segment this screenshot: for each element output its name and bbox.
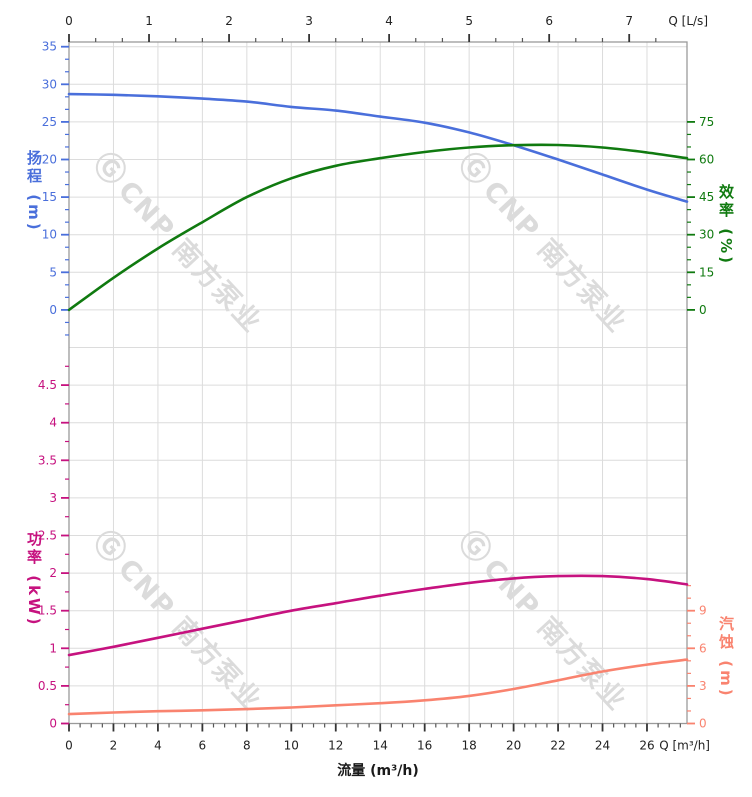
- power-axis-tick-label: 0: [49, 717, 57, 731]
- power-axis-tick-label: 4.5: [38, 378, 57, 392]
- power-axis-tick-label: 2.5: [38, 529, 57, 543]
- bottom-axis-unit-label: Q [m³/h]: [659, 739, 710, 753]
- efficiency-axis-tick-label: 75: [699, 115, 714, 129]
- top-axis-tick-label: 5: [465, 14, 473, 28]
- npsh-axis-tick-label: 6: [699, 641, 707, 655]
- power-axis-tick-label: 1: [49, 641, 57, 655]
- 扬程-curve: [67, 92, 689, 203]
- efficiency-axis-tick-label: 0: [699, 303, 707, 317]
- bottom-axis-tick-label: 20: [506, 739, 521, 753]
- power-axis-tick-label: 1.5: [38, 604, 57, 618]
- power-axis-tick-label: 3.5: [38, 453, 57, 467]
- top-axis-tick-label: 4: [385, 14, 393, 28]
- 汽蚀-curve: [67, 658, 689, 716]
- bottom-axis-tick-label: 22: [550, 739, 565, 753]
- npsh-axis-tick-label: 0: [699, 717, 707, 731]
- power-axis-tick-label: 3: [49, 491, 57, 505]
- bottom-axis-tick-label: 26: [639, 739, 654, 753]
- efficiency-axis-tick-label: 30: [699, 228, 714, 242]
- top-axis-tick-label: 1: [145, 14, 153, 28]
- bottom-axis-tick-label: 24: [595, 739, 610, 753]
- bottom-axis-tick-label: 8: [243, 739, 251, 753]
- efficiency-axis-tick-label: 45: [699, 190, 714, 204]
- power-axis-title: 功率 (kW): [25, 531, 43, 628]
- bottom-axis-tick-label: 4: [154, 739, 162, 753]
- top-axis-tick-label: 0: [65, 14, 73, 28]
- head-axis-tick-label: 10: [42, 228, 57, 242]
- power-axis-tick-label: 2: [49, 566, 57, 580]
- power-axis-tick-label: 0.5: [38, 679, 57, 693]
- npsh-axis-title: 汽蚀 (m): [717, 616, 735, 699]
- bottom-axis-tick-label: 2: [110, 739, 118, 753]
- bottom-axis-tick-label: 10: [284, 739, 299, 753]
- bottom-axis-tick-label: 12: [328, 739, 343, 753]
- top-axis-tick-label: 2: [225, 14, 233, 28]
- bottom-axis-tick-label: 16: [417, 739, 432, 753]
- head-axis-tick-label: 30: [42, 77, 57, 91]
- head-axis-tick-label: 0: [49, 303, 57, 317]
- top-axis-tick-label: 3: [305, 14, 313, 28]
- efficiency-axis-title: 效率 (%): [717, 184, 735, 266]
- npsh-axis-tick-label: 9: [699, 604, 707, 618]
- 功率-curve: [67, 574, 689, 657]
- bottom-axis-tick-label: 14: [373, 739, 388, 753]
- top-axis-tick-label: 6: [545, 14, 553, 28]
- power-axis-tick-label: 4: [49, 416, 57, 430]
- head-axis-tick-label: 5: [49, 265, 57, 279]
- top-axis-tick-label: 7: [625, 14, 633, 28]
- head-axis-tick-label: 15: [42, 190, 57, 204]
- bottom-axis-tick-label: 18: [462, 739, 477, 753]
- bottom-axis-tick-label: 0: [65, 739, 73, 753]
- head-axis-tick-label: 25: [42, 115, 57, 129]
- 效率-curve: [67, 143, 689, 312]
- top-axis-unit-label: Q [L/s]: [668, 14, 708, 28]
- efficiency-axis-tick-label: 15: [699, 265, 714, 279]
- plot-border: [68, 41, 688, 725]
- head-axis-title: 扬程 (m): [25, 150, 43, 233]
- bottom-axis-tick-label: 6: [199, 739, 207, 753]
- npsh-axis-tick-label: 3: [699, 679, 707, 693]
- head-axis-tick-label: 20: [42, 153, 57, 167]
- efficiency-axis-tick-label: 60: [699, 153, 714, 167]
- head-axis-tick-label: 35: [42, 40, 57, 54]
- flow-axis-label: 流量 (m³/h): [337, 763, 419, 779]
